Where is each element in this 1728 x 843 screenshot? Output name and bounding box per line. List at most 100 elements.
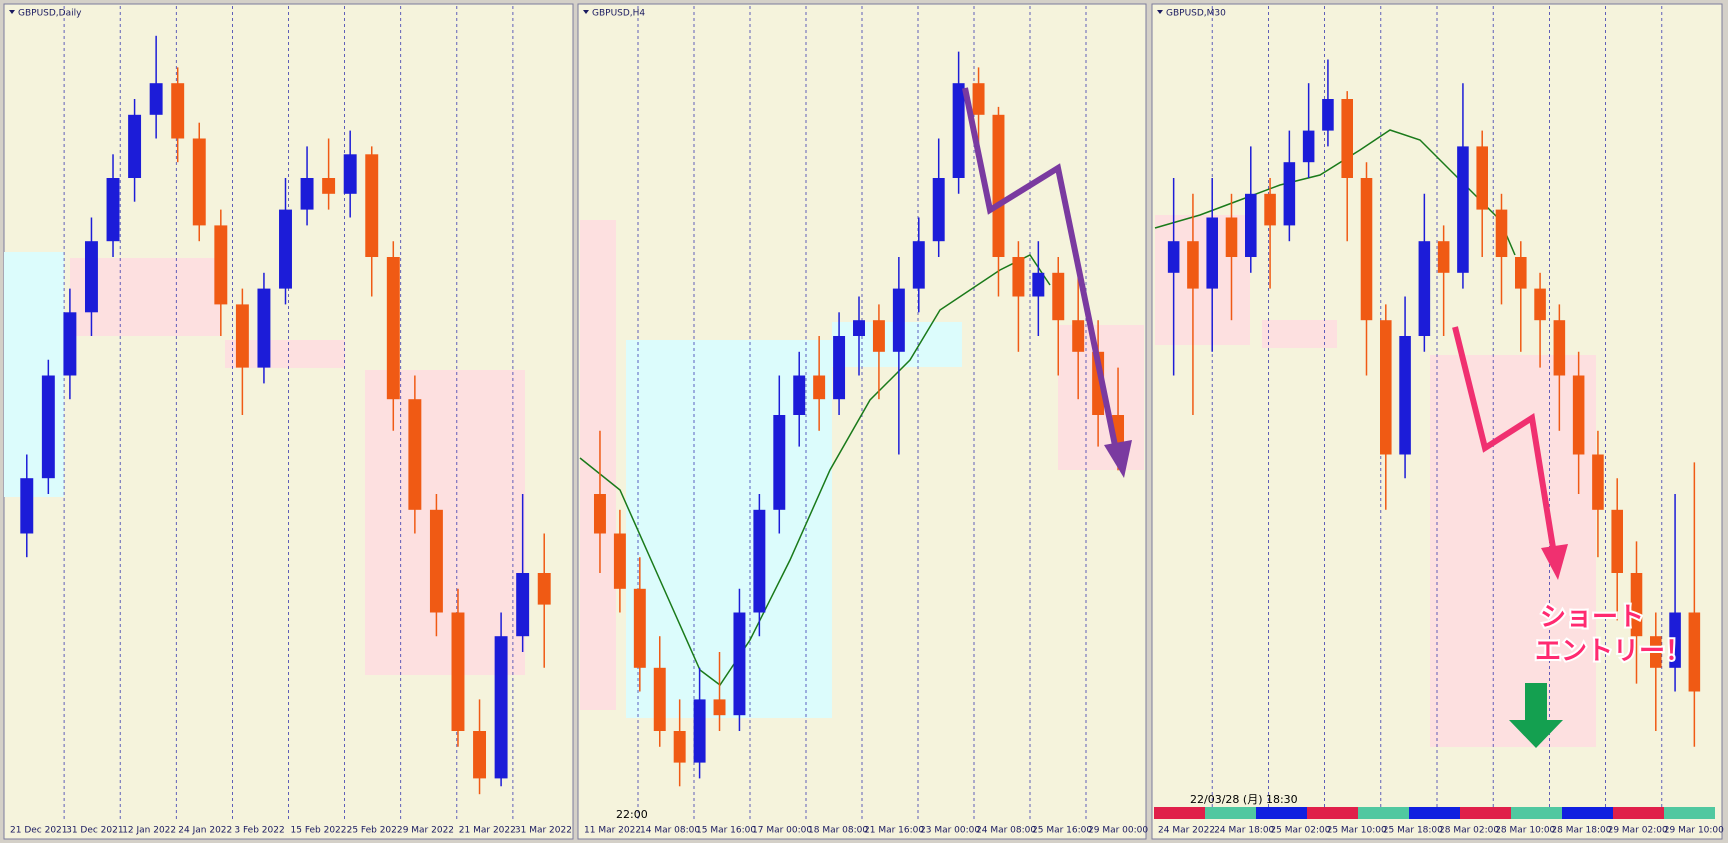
candle-body	[813, 375, 826, 400]
x-axis-label: 28 Mar 02:00	[1439, 826, 1499, 836]
x-axis-label: 25 Mar 16:00	[1032, 826, 1092, 836]
candle-body	[257, 288, 271, 368]
candle-body	[1688, 612, 1701, 692]
candle-body	[693, 699, 706, 763]
x-axis-label: 11 Mar 2022	[584, 826, 641, 836]
candle-body	[1245, 193, 1257, 257]
x-axis-label: 12 Jan 2022	[122, 826, 176, 836]
cursor-time: 22:00	[616, 808, 648, 821]
candle-body	[300, 178, 314, 210]
session-bar	[1664, 807, 1715, 819]
candle-body	[1012, 257, 1025, 297]
candle-body	[235, 304, 249, 368]
session-bar	[1154, 807, 1205, 819]
candle-body	[1669, 612, 1681, 668]
arrow-head	[1104, 440, 1132, 478]
candle-body	[1341, 99, 1353, 178]
x-axis-label: 9 Mar 2022	[403, 826, 454, 836]
session-bar	[1307, 807, 1358, 819]
candle-body	[1283, 162, 1296, 226]
candle-body	[713, 699, 726, 716]
session-bar	[1562, 807, 1613, 819]
candle-body	[429, 509, 443, 613]
candle-body	[1360, 178, 1373, 321]
candle-body	[673, 731, 686, 763]
candle-body	[1457, 146, 1469, 273]
candle-body	[1032, 272, 1045, 297]
session-bar	[1511, 807, 1562, 819]
arrow-head	[1541, 544, 1568, 580]
x-axis-label: 23 Mar 00:00	[920, 826, 980, 836]
candle-body	[128, 114, 142, 178]
candle-body	[932, 178, 945, 242]
title-triangle	[9, 10, 15, 14]
candle-body	[992, 114, 1005, 257]
candle-body	[537, 573, 551, 605]
candle-body	[872, 320, 885, 352]
x-axis-label: 28 Mar 18:00	[1551, 826, 1611, 836]
candle-body	[1495, 209, 1508, 257]
x-axis-label: 17 Mar 00:00	[752, 826, 812, 836]
candle-body	[972, 83, 985, 115]
candle-body	[408, 399, 422, 510]
title-triangle	[583, 10, 589, 14]
candle-body	[853, 320, 865, 336]
title-triangle	[1157, 10, 1163, 14]
session-bar	[1358, 807, 1409, 819]
candle-body	[1380, 320, 1392, 455]
candle-body	[1302, 130, 1315, 163]
candle-body	[1167, 241, 1180, 273]
session-bar	[1409, 807, 1460, 819]
candle-body	[516, 573, 530, 637]
x-axis-label: 31 Mar 2022	[515, 826, 572, 836]
chart-title: GBPUSD,Daily	[18, 9, 82, 19]
x-axis-label: 29 Mar 02:00	[1608, 826, 1668, 836]
candle-body	[473, 731, 487, 779]
trend-arrow	[962, 87, 1121, 461]
candle-body	[1399, 336, 1411, 455]
session-bar	[1205, 807, 1256, 819]
x-axis-label: 25 Mar 10:00	[1327, 826, 1387, 836]
candle-body	[1572, 375, 1585, 455]
x-axis-label: 21 Dec 2021	[10, 826, 68, 836]
x-axis-label: 24 Mar 2022	[1158, 826, 1215, 836]
zone-box	[580, 220, 616, 710]
x-axis-label: 18 Mar 08:00	[808, 826, 868, 836]
candle-body	[952, 83, 965, 178]
candle-body	[1553, 320, 1566, 376]
annotation: エントリー！	[1535, 637, 1691, 667]
x-axis-label: 21 Mar 16:00	[864, 826, 924, 836]
cursor-time: 22/03/28 (月) 18:30	[1190, 793, 1298, 806]
candle-body	[343, 154, 357, 194]
entry-arrow	[1509, 683, 1563, 748]
candle-body	[912, 241, 925, 289]
candle-body	[1650, 636, 1662, 668]
annotation: ショート	[1540, 603, 1644, 633]
candle-body	[733, 612, 746, 716]
candle-body	[892, 288, 905, 352]
moving-average	[579, 254, 1051, 687]
candle-body	[1072, 320, 1085, 352]
candle-body	[494, 636, 508, 779]
x-axis-label: 31 Dec 2021	[66, 826, 124, 836]
candle-body	[1534, 288, 1546, 321]
candle-body	[365, 154, 379, 257]
candle-body	[1264, 193, 1276, 226]
candle-body	[593, 494, 606, 534]
x-axis-label: 29 Mar 00:00	[1088, 826, 1148, 836]
x-axis-label: 24 Jan 2022	[178, 826, 232, 836]
candle-body	[149, 83, 163, 115]
x-axis-label: 24 Mar 08:00	[976, 826, 1036, 836]
x-axis-label: 25 Mar 18:00	[1383, 826, 1443, 836]
moving-average	[1154, 129, 1516, 256]
candle-body	[1476, 146, 1488, 210]
candle-body	[1630, 573, 1643, 637]
trend-arrow	[1452, 326, 1558, 561]
zone-box	[1262, 320, 1337, 348]
candle-body	[773, 415, 786, 510]
x-axis-label: 24 Mar 18:00	[1214, 826, 1274, 836]
